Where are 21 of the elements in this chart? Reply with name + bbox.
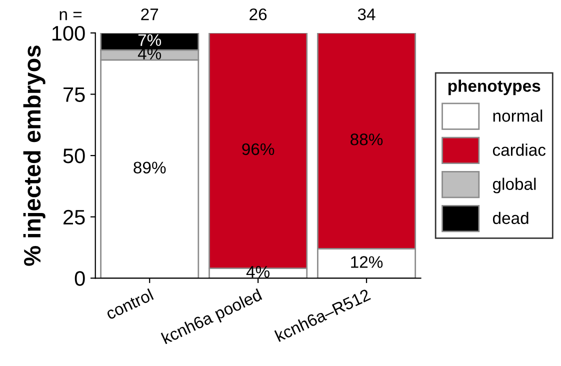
legend-label: normal (493, 110, 542, 122)
y-tick-label: 50 (63, 148, 85, 164)
data-label: 7% (138, 34, 162, 46)
text: 27 (141, 8, 158, 20)
y-tick-label: 25 (64, 210, 85, 225)
legend-label: cardiac (492, 144, 546, 156)
y-tick-label: 75 (64, 87, 85, 102)
data-label: 88% (350, 134, 383, 146)
legend-title: phenotypes (448, 80, 540, 96)
legend-label: dead (492, 212, 528, 224)
data-label: 89% (134, 162, 166, 174)
text: 26 (250, 8, 267, 20)
data-label: 4% (246, 266, 270, 278)
text: 34 (358, 8, 376, 20)
text: n = (60, 11, 82, 20)
data-label: 96% (242, 143, 274, 156)
legend-label: global (492, 178, 536, 194)
y-tick-label: 100 (52, 26, 85, 41)
y-axis-title: % injected embryos (23, 46, 46, 266)
y-tick-label: 0 (74, 271, 85, 286)
data-label: 12% (351, 256, 383, 268)
